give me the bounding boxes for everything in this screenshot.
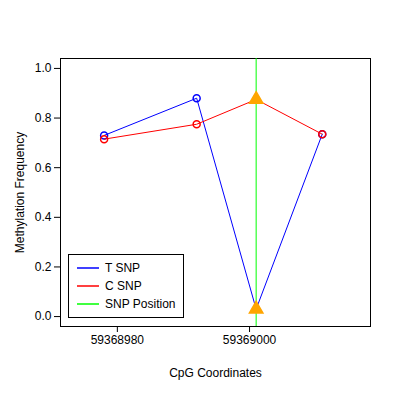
svg-text:1.0: 1.0 <box>35 61 52 75</box>
svg-text:0.4: 0.4 <box>35 210 52 224</box>
html-text:C SNP: C SNP <box>105 279 142 293</box>
svg-text:59368980: 59368980 <box>91 333 145 347</box>
html-text:T SNP: T SNP <box>105 261 141 275</box>
svg-text:0.6: 0.6 <box>35 161 52 175</box>
svg-text:CpG Coordinates: CpG Coordinates <box>169 366 262 380</box>
svg-text:0.0: 0.0 <box>35 309 52 323</box>
svg-text:0.2: 0.2 <box>35 260 52 274</box>
svg-text:Methylation Frequency: Methylation Frequency <box>13 132 27 253</box>
svg-text:0.8: 0.8 <box>35 111 52 125</box>
html-text:SNP Position: SNP Position <box>105 297 176 311</box>
svg-text:59369000: 59369000 <box>223 333 277 347</box>
